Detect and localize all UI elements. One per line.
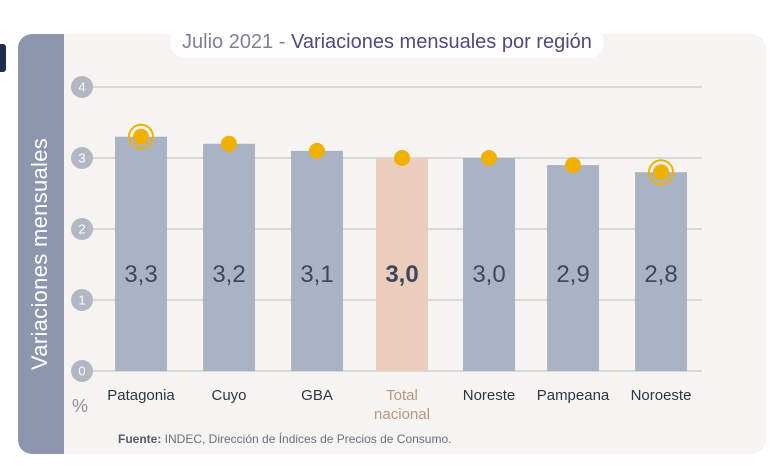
category-label: Total	[386, 387, 418, 404]
y-tick-label: 0	[78, 364, 85, 379]
bar	[547, 165, 599, 371]
chart-title-main: Variaciones mensuales por región	[290, 30, 592, 53]
source-label: Fuente:	[118, 432, 162, 446]
y-tick-label: 1	[78, 293, 85, 308]
category-label: Noreste	[463, 387, 516, 404]
y-tick-circle	[71, 76, 93, 98]
value-dot-marker	[394, 150, 410, 166]
bar-value-label: 2,8	[644, 261, 677, 288]
category-label: GBA	[301, 387, 333, 404]
category-label: Pampeana	[537, 387, 610, 404]
y-tick-circle	[71, 147, 93, 169]
bar	[463, 158, 515, 371]
chart-title-prefix: Julio 2021 -	[182, 30, 286, 53]
y-axis-sidebar	[18, 34, 64, 454]
y-tick-circle	[71, 360, 93, 382]
y-tick-label: 4	[78, 80, 85, 95]
bar	[376, 158, 428, 371]
bar-value-label: 3,0	[385, 261, 418, 288]
bar-value-label: 3,0	[472, 261, 505, 288]
chart-title: Julio 2021 - Variaciones mensuales por r…	[170, 26, 604, 58]
category-label: Patagonia	[107, 387, 175, 404]
bar-value-label: 2,9	[556, 261, 589, 288]
value-dot-marker	[565, 157, 581, 174]
y-unit-label: %	[72, 396, 88, 416]
bar-value-label: 3,1	[300, 261, 333, 288]
value-dot-marker	[481, 150, 497, 166]
y-tick-label: 3	[78, 151, 85, 166]
bar	[635, 172, 687, 371]
bar-value-label: 3,2	[212, 261, 245, 288]
source-text: INDEC, Dirección de Índices de Precios d…	[161, 432, 452, 446]
value-dot-marker	[309, 142, 325, 159]
bar-value-label: 3,3	[124, 261, 157, 288]
bar	[115, 136, 167, 371]
value-dot-marker	[133, 128, 149, 145]
category-label: Noroeste	[631, 387, 692, 404]
y-tick-label: 2	[78, 222, 85, 237]
bar	[291, 150, 343, 371]
highlight-ring-marker	[128, 123, 154, 150]
category-label: nacional	[374, 406, 430, 423]
category-label: Cuyo	[211, 387, 246, 404]
source-note: Fuente: INDEC, Dirección de Índices de P…	[118, 432, 451, 446]
y-tick-circle	[71, 218, 93, 240]
highlight-ring-marker	[648, 159, 674, 186]
y-tick-circle	[71, 289, 93, 311]
edge-marker	[0, 44, 6, 72]
value-dot-marker	[653, 164, 669, 181]
value-dot-marker	[221, 135, 237, 152]
bar	[203, 143, 255, 371]
